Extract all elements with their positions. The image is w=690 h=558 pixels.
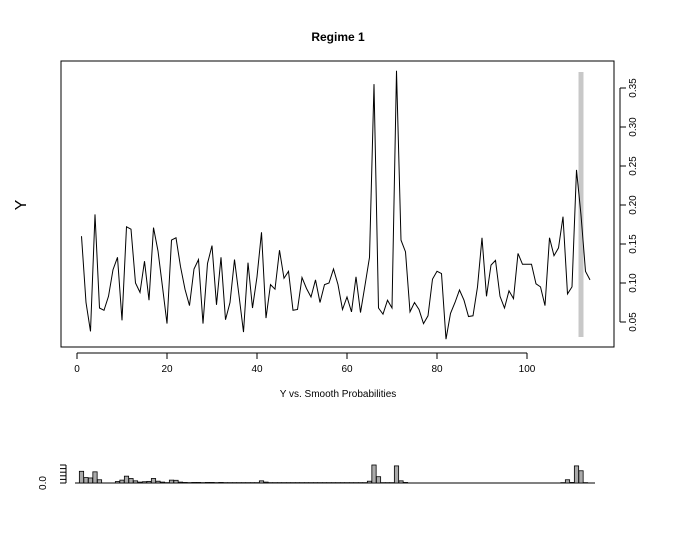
highlight-band-layer: [578, 72, 584, 337]
probability-bar: [204, 482, 211, 484]
x-tick-label: 80: [431, 364, 443, 375]
probability-bar: [578, 470, 584, 484]
probability-bar: [195, 482, 202, 484]
probability-axis: 0.0: [38, 464, 67, 490]
y-tick-label: 0.20: [628, 195, 639, 215]
probability-bar: [150, 478, 157, 484]
probability-bar: [173, 479, 179, 484]
probability-bar: [402, 482, 409, 484]
y-tick-label: 0.35: [628, 78, 639, 98]
series-line: [81, 70, 591, 340]
probability-bars-layer: [75, 464, 595, 484]
probability-bar: [569, 482, 575, 484]
probability-bar: [398, 480, 404, 484]
probability-bar: [263, 481, 269, 484]
x-axis: 0 20 40 60 80 100: [74, 352, 536, 375]
probability-bar: [132, 480, 139, 484]
x-tick-label: 40: [251, 364, 263, 375]
probability-bar: [114, 481, 121, 484]
probability-bar: [119, 479, 125, 484]
y-tick-label: 0.30: [628, 117, 639, 137]
y-tick-label: 0.25: [628, 156, 639, 176]
probability-bar: [92, 471, 98, 484]
y-tick-label: 0.15: [628, 234, 639, 254]
highlight-band: [578, 72, 584, 337]
probability-bar: [128, 478, 134, 484]
probability-bar: [371, 464, 377, 484]
plot-frame: [60, 60, 615, 348]
x-axis-label: Y vs. Smooth Probabilities: [280, 389, 397, 400]
probability-bar: [191, 482, 197, 484]
probability-bar: [393, 465, 400, 484]
series-line-layer: [81, 70, 591, 340]
probability-bar: [209, 482, 215, 484]
probability-bar: [182, 482, 188, 484]
probability-bar: [146, 480, 152, 484]
chart-title: Regime 1: [311, 30, 365, 44]
probability-bar: [155, 480, 161, 484]
probability-bar: [177, 481, 184, 484]
probability-bar: [218, 482, 224, 484]
probability-bar: [573, 465, 580, 484]
x-tick-label: 60: [341, 364, 353, 375]
probability-bar: [78, 470, 85, 484]
probability-bar: [137, 481, 143, 484]
y-tick-label: 0.10: [628, 273, 639, 293]
bar-axis-tick-label: 0.0: [38, 476, 49, 490]
x-tick-label: 100: [519, 364, 536, 375]
x-tick-label: 20: [161, 364, 173, 375]
y-tick-label: 0.05: [628, 312, 639, 332]
y-axis: 0.05 0.10 0.15 0.20 0.25 0.30 0.35: [619, 78, 639, 332]
probability-bar: [159, 481, 166, 484]
probability-bar: [141, 481, 148, 484]
probability-bar: [564, 479, 571, 484]
probability-bar: [96, 479, 103, 484]
probability-bar: [83, 477, 89, 484]
probability-bar: [366, 480, 373, 484]
probability-bar: [375, 476, 382, 484]
probability-bar: [87, 477, 94, 484]
x-tick-label: 0: [74, 364, 80, 375]
probability-bar: [123, 475, 130, 484]
probability-bar: [258, 480, 265, 484]
probability-bar: [168, 479, 175, 484]
y-axis-label: Y: [13, 199, 30, 210]
